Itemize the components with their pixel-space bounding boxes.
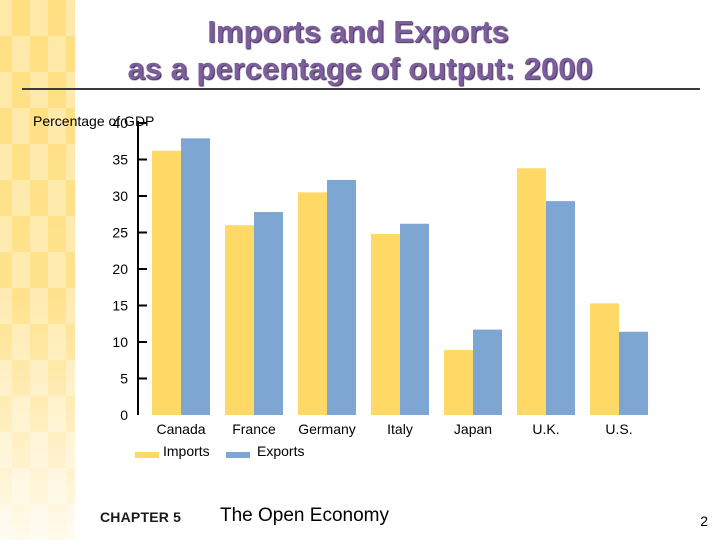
legend-swatch-imports <box>135 452 159 458</box>
bar-exports <box>473 329 502 415</box>
y-tick-label: 35 <box>112 152 128 168</box>
x-tick-label: Germany <box>298 421 356 437</box>
bar-imports <box>298 192 327 415</box>
bar-exports <box>254 212 283 415</box>
y-tick-label: 10 <box>112 334 128 350</box>
x-tick-label: U.S. <box>605 421 632 437</box>
y-tick-label: 30 <box>112 188 128 204</box>
y-tick-label: 25 <box>112 225 128 241</box>
y-tick-label: 0 <box>120 407 128 423</box>
bar-exports <box>546 201 575 415</box>
x-tick-label: Canada <box>156 421 205 437</box>
slide-title-line1: Imports and Exports <box>207 14 509 49</box>
y-tick-label: 15 <box>112 298 128 314</box>
bar-imports <box>371 233 400 415</box>
bar-imports <box>517 168 546 415</box>
x-tick-label: Japan <box>454 421 492 437</box>
y-tick-label: 5 <box>120 371 128 387</box>
footer-chapter: CHAPTER 5 <box>100 509 182 525</box>
slide-title-line2: as a percentage of output: 2000 <box>127 51 593 86</box>
bar-exports <box>181 138 210 415</box>
bar-imports <box>590 303 619 415</box>
legend-swatch-exports <box>226 452 250 458</box>
x-tick-label: U.K. <box>532 421 559 437</box>
x-tick-label: Italy <box>387 421 413 437</box>
x-tick-label: France <box>232 421 276 437</box>
legend-label-imports: Imports <box>163 443 210 459</box>
bar-exports <box>400 223 429 415</box>
y-tick-label: 40 <box>112 115 128 131</box>
y-tick-label: 20 <box>112 261 128 277</box>
title-underline <box>22 88 700 90</box>
bar-imports <box>152 150 181 416</box>
legend-label-exports: Exports <box>257 443 304 459</box>
bar-imports <box>225 225 254 415</box>
footer-title: The Open Economy <box>220 505 389 526</box>
bar-chart: 0 5 10 15 20 25 30 35 40 Canada France Germany Italy… <box>112 115 648 459</box>
bar-exports <box>619 331 648 415</box>
page-number: 2 <box>700 513 708 529</box>
y-axis-label: Percentage of GDP <box>33 113 155 129</box>
bar-imports <box>444 350 473 415</box>
bar-exports <box>327 179 356 415</box>
strip-fade <box>0 0 75 540</box>
